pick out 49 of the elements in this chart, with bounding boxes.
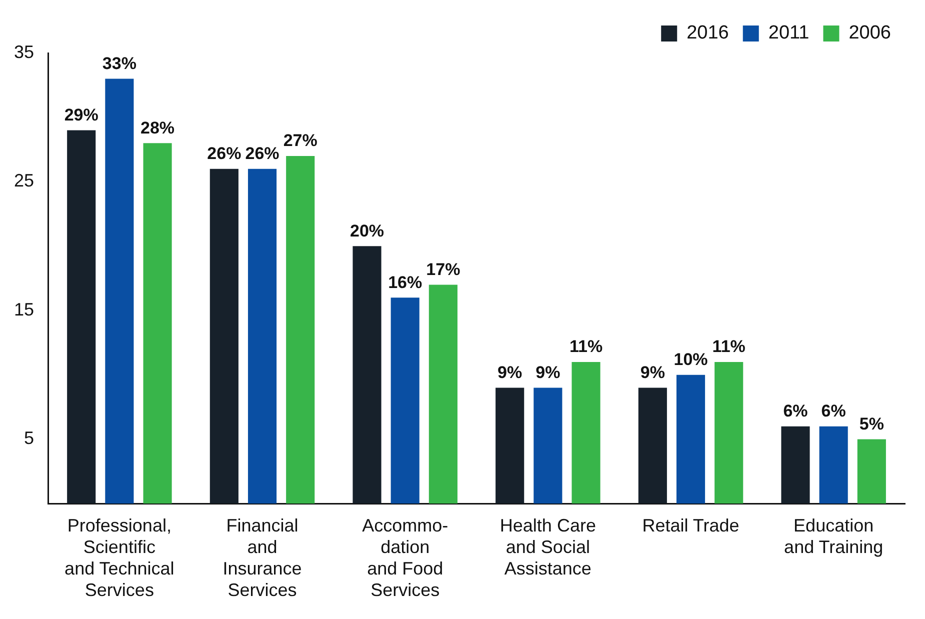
data-label: 5% <box>859 414 884 434</box>
bar <box>572 362 600 504</box>
y-tick-label: 25 <box>14 170 34 191</box>
x-tick-label: Health Care and Social Assistance <box>500 515 596 579</box>
data-label: 20% <box>350 221 384 240</box>
data-label: 9% <box>498 362 522 382</box>
x-tick-label: Professional, Scientific and Technical Services <box>64 515 174 600</box>
data-label: 26% <box>245 144 280 164</box>
bar <box>248 168 277 504</box>
bar <box>390 298 420 504</box>
bar <box>781 426 810 504</box>
legend-label: 2011 <box>768 22 810 44</box>
data-label: 29% <box>64 105 98 124</box>
data-label: 9% <box>640 362 665 382</box>
data-label: 33% <box>102 54 136 73</box>
bar <box>286 156 315 504</box>
bar <box>428 284 458 504</box>
x-tick-label: Retail Trade <box>642 515 740 536</box>
data-label: 10% <box>674 350 708 370</box>
data-label: 26% <box>207 144 242 164</box>
bar <box>819 426 848 504</box>
data-label: 6% <box>783 402 808 421</box>
data-label: 27% <box>283 131 318 150</box>
bar <box>352 246 382 504</box>
bar <box>676 374 706 504</box>
y-tick-label: 15 <box>14 299 34 320</box>
y-tick-label: 35 <box>14 42 34 62</box>
bar <box>105 78 134 504</box>
bar <box>714 362 744 504</box>
data-label: 9% <box>536 362 560 382</box>
legend-label: 2006 <box>848 22 892 44</box>
data-label: 6% <box>821 402 846 421</box>
x-tick-label: Education and Training <box>784 515 884 557</box>
bar <box>534 388 562 504</box>
legend-label: 2016 <box>686 22 729 44</box>
data-label: 16% <box>388 272 422 292</box>
data-label: 11% <box>569 337 603 356</box>
data-label: 28% <box>140 118 175 138</box>
y-tick-label: 5 <box>24 428 34 448</box>
data-label: 17% <box>426 260 460 279</box>
bar <box>857 439 886 504</box>
bar <box>638 388 667 504</box>
bar <box>143 143 172 504</box>
x-tick-label: Financial and Insurance Services <box>222 515 302 600</box>
bar <box>496 388 524 504</box>
bar <box>210 168 238 504</box>
bar <box>67 130 96 504</box>
data-label: 11% <box>712 337 746 356</box>
x-tick-label: Accommo- dation and Food Services <box>362 515 448 600</box>
